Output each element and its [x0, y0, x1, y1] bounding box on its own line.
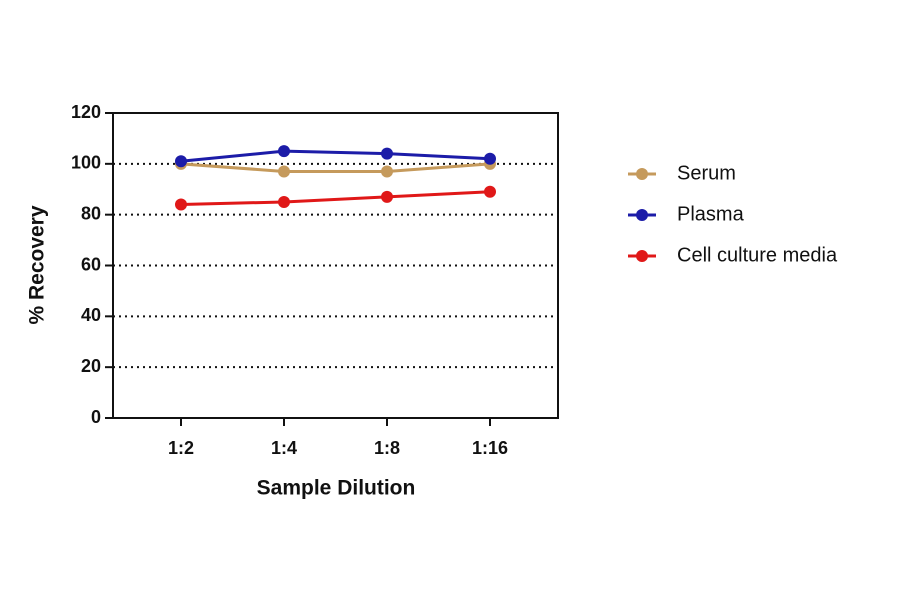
data-point [175, 155, 187, 168]
series-line [180, 162, 491, 173]
data-point [381, 190, 393, 203]
data-point [278, 145, 290, 158]
legend-marker [636, 168, 648, 180]
y-tick-label: 120 [71, 102, 101, 122]
data-point [484, 152, 496, 165]
y-axis-title: % Recovery [26, 205, 49, 324]
legend-marker [636, 209, 648, 221]
data-point [381, 165, 393, 178]
y-tick-label: 0 [91, 407, 101, 427]
y-tick-label: 60 [81, 254, 101, 274]
series-line [180, 190, 491, 206]
data-point [278, 165, 290, 178]
data-point [175, 198, 187, 211]
x-tick-label: 1:2 [168, 438, 194, 458]
data-point [484, 185, 496, 198]
legend-label: Plasma [677, 203, 745, 225]
legend-marker [636, 250, 648, 262]
data-point [381, 147, 393, 160]
series-line [180, 149, 491, 163]
x-tick-label: 1:4 [271, 438, 297, 458]
y-tick-label: 20 [81, 356, 101, 376]
x-tick-label: 1:16 [472, 438, 508, 458]
x-tick-label: 1:8 [374, 438, 400, 458]
plot-frame [112, 112, 559, 419]
x-axis-title: Sample Dilution [257, 477, 416, 500]
legend-label: Serum [677, 162, 736, 184]
legend-label: Cell culture media [677, 244, 838, 266]
data-point [278, 195, 290, 208]
y-tick-label: 100 [71, 153, 101, 173]
y-tick-label: 40 [81, 305, 101, 325]
y-tick-label: 80 [81, 203, 101, 223]
